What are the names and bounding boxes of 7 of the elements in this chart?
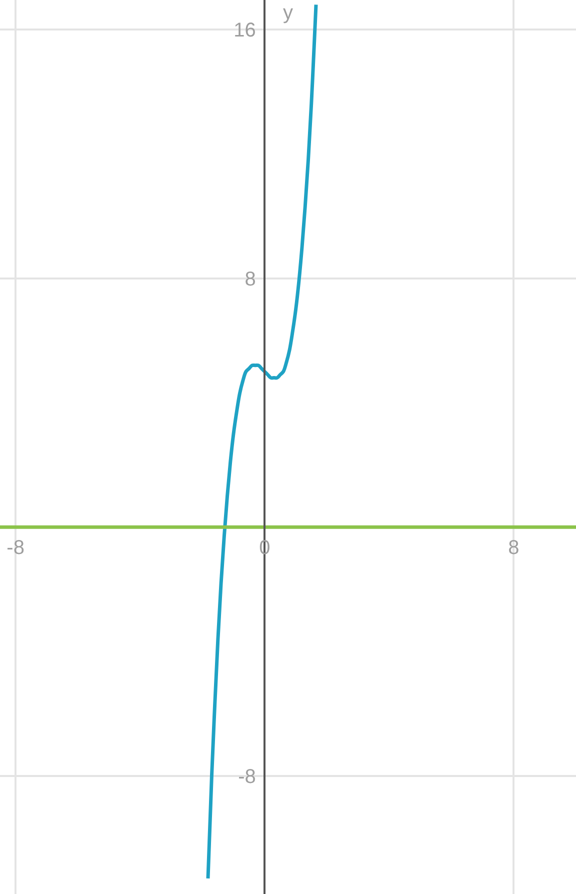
y-tick-label: 16 xyxy=(234,20,256,42)
line-series xyxy=(206,2,318,880)
y-tick-label: 8 xyxy=(244,268,256,290)
x-tick-label: 8 xyxy=(508,537,520,560)
x-tick-label: -8 xyxy=(6,537,24,560)
y-axis-title: y xyxy=(283,2,293,24)
y-tick-label: -8 xyxy=(238,766,256,788)
